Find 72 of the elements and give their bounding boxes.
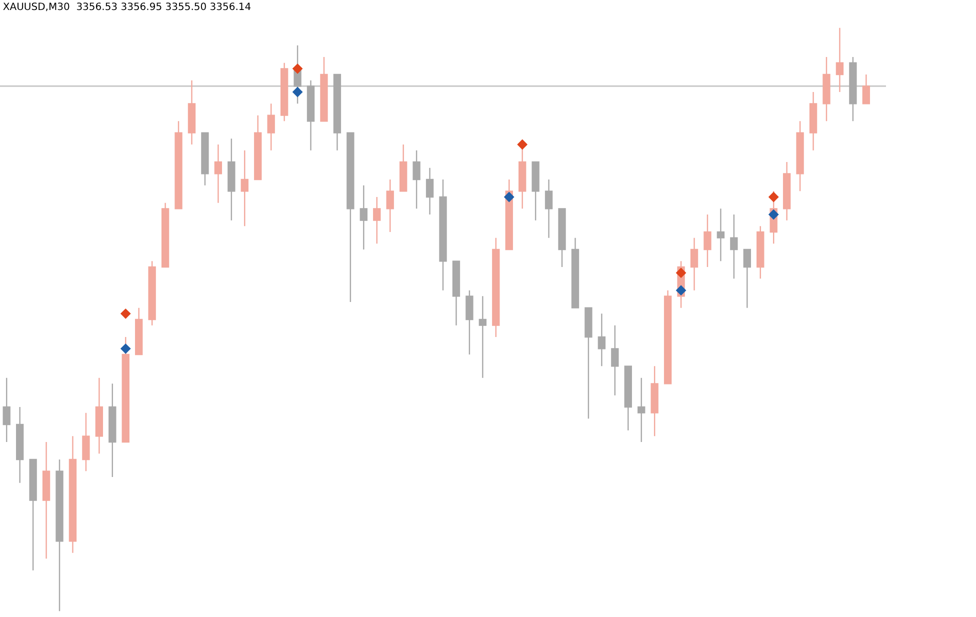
point [676, 285, 686, 296]
candlestick [743, 248, 751, 308]
candlestick [386, 178, 394, 233]
candlestick [412, 150, 420, 210]
candlestick [650, 366, 658, 437]
candlestick [532, 161, 540, 221]
candlestick [664, 290, 672, 384]
candlestick [373, 196, 381, 244]
candlestick [782, 161, 791, 221]
candlestick [836, 27, 844, 93]
candlestick [95, 377, 104, 454]
candlestick [478, 296, 487, 378]
candlestick [809, 91, 818, 151]
candlestick [558, 208, 566, 268]
candlestick [108, 383, 116, 478]
point [517, 139, 528, 150]
candlestick [16, 406, 24, 484]
candlestick [360, 184, 368, 250]
candlestick [122, 336, 130, 443]
candlestick [333, 74, 342, 151]
candlestick [214, 144, 222, 204]
candlestick [611, 324, 619, 396]
candlestick [29, 458, 37, 571]
candlestick [161, 202, 170, 268]
candlestick [201, 132, 209, 186]
candlestick [228, 138, 236, 221]
candlestick [254, 114, 262, 180]
candlestick [320, 56, 328, 122]
candlestick [822, 56, 830, 122]
candlestick [704, 214, 712, 268]
candlestick [544, 178, 553, 238]
candlestick [796, 120, 804, 192]
point [292, 86, 303, 98]
candlestick [598, 313, 606, 367]
candlestick [452, 260, 460, 326]
candlestick [135, 307, 143, 356]
candlestick [439, 178, 447, 291]
candlestick [862, 74, 870, 104]
candlestick [188, 80, 196, 146]
candlestick [56, 458, 64, 612]
candlestick [638, 377, 646, 443]
candlestick [148, 260, 156, 326]
candlestick [42, 441, 50, 560]
point [768, 209, 779, 220]
candlestick [492, 237, 500, 338]
candlestick [730, 214, 738, 280]
candlestick [2, 377, 10, 443]
candlestick [240, 150, 248, 227]
candlestick [716, 208, 725, 262]
candlestick [849, 56, 857, 122]
candlestick [174, 120, 182, 210]
candlestick [756, 226, 764, 280]
chart-title: XAUUSD,M30 3356.53 3356.95 3355.50 3356.14 [2, 2, 252, 14]
candlestick [690, 237, 698, 291]
candlestick [267, 103, 275, 151]
candlestick [426, 167, 434, 216]
candlestick [68, 436, 77, 554]
candlestick [624, 366, 632, 431]
point [504, 192, 514, 202]
point [120, 308, 131, 319]
point [768, 192, 779, 202]
point [292, 63, 303, 74]
candlestick [584, 307, 592, 420]
candlestick [82, 412, 90, 472]
candlestick [346, 132, 354, 303]
candlestick [306, 80, 315, 151]
candlestick [571, 237, 580, 308]
candlestick [280, 62, 288, 122]
candlestick [399, 144, 408, 192]
point [120, 343, 131, 354]
candlestick [466, 290, 474, 356]
point [676, 268, 686, 278]
